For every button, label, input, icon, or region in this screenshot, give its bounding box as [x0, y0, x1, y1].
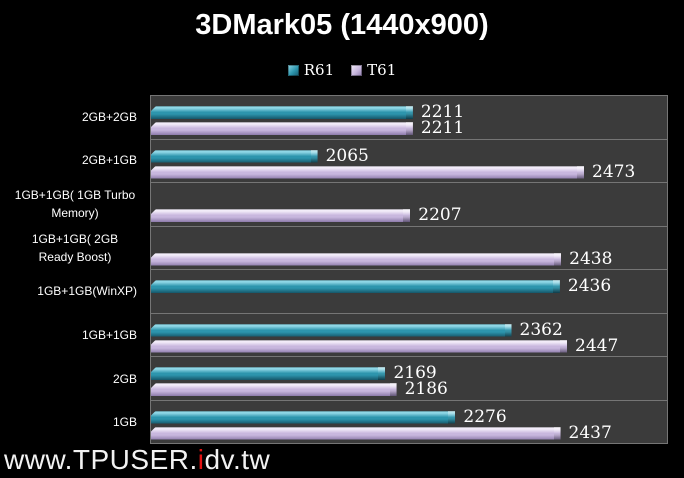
bar-r61	[151, 106, 413, 119]
category-label: 1GB+1GB( 2GB Ready Boost)	[0, 226, 150, 270]
value-label-t61: 2447	[575, 335, 619, 356]
category-label: 1GB+1GB( 1GB Turbo Memory)	[0, 182, 150, 226]
value-label-t61: 2207	[418, 205, 462, 225]
category-label: 2GB	[0, 357, 150, 401]
category-label: 2GB+1GB	[0, 139, 150, 183]
bar-r61	[151, 410, 456, 424]
value-label-r61: 2211	[420, 102, 465, 122]
bar-slot-t61: 2473	[151, 161, 667, 182]
plot-area: 2211 2211 2065 2473 2207 2438 2436 2362 2447 2169…	[150, 95, 668, 444]
bar-t61	[151, 209, 411, 222]
category-label-text: 2GB	[112, 371, 137, 386]
value-label-t61: 2438	[569, 248, 613, 269]
category-band: 2169 2186	[151, 357, 667, 401]
value-label-t61: 2211	[420, 118, 465, 138]
chart-body: 2GB+2GB 2GB+1GB 1GB+1GB( 1GB Turbo Memory)…	[0, 95, 668, 444]
category-band: 2362 2447	[151, 314, 667, 357]
legend-label-r61: R61	[303, 61, 335, 79]
watermark-suffix: dv.tw	[204, 444, 271, 475]
category-label-text: 2GB+2GB	[81, 109, 137, 124]
category-label-text: 1GB+1GB(WinXP)	[37, 284, 137, 299]
value-label-t61: 2186	[404, 379, 448, 399]
bar-slot-t61: 2438	[151, 248, 667, 269]
value-label-t61: 2437	[568, 422, 612, 443]
bar-slot-r61: 2065	[151, 145, 667, 166]
bar-slot-t61: 2437	[151, 422, 667, 443]
bar-t61	[151, 165, 585, 179]
legend-label-t61: T61	[367, 61, 397, 79]
bar-slot-r61: 2169	[151, 363, 667, 383]
category-band: 2276 2437	[151, 401, 667, 444]
bar-slot-t61: 2447	[151, 335, 667, 356]
category-labels: 2GB+2GB 2GB+1GB 1GB+1GB( 1GB Turbo Memory)…	[0, 95, 150, 444]
bar-slot-t61: 2186	[151, 379, 667, 399]
category-label-text: 1GB	[112, 415, 137, 430]
bar-t61	[151, 339, 568, 353]
bar-r61	[151, 280, 560, 293]
category-label: 2GB+2GB	[0, 95, 150, 139]
bar-slot-r61: 2276	[151, 406, 667, 427]
bar-slot-r61	[151, 237, 667, 250]
bar-r61	[151, 149, 318, 163]
category-band: 2436	[151, 270, 667, 314]
bar-slot-r61: 2436	[151, 276, 667, 296]
value-label-r61: 2169	[393, 363, 437, 383]
bar-slot-r61	[151, 193, 667, 206]
watermark-prefix: www.TPUSER.	[4, 444, 198, 475]
value-label-r61: 2436	[567, 276, 612, 296]
chart-title: 3DMark05 (1440x900)	[195, 9, 489, 41]
category-label: 1GB+1GB	[0, 313, 150, 357]
watermark: www.TPUSER.idv.tw	[4, 444, 270, 476]
bar-slot-t61	[151, 296, 667, 309]
bar-t61	[151, 252, 562, 266]
bar-slot-r61: 2211	[151, 102, 667, 122]
category-band: 2207	[151, 183, 667, 227]
bar-t61	[151, 122, 413, 135]
bar-slot-r61: 2362	[151, 319, 667, 340]
value-label-r61: 2065	[325, 145, 369, 166]
legend-swatch-r61-icon	[287, 64, 299, 76]
category-band: 2211 2211	[151, 96, 667, 140]
legend: R61 T61	[0, 60, 684, 80]
value-label-r61: 2362	[519, 319, 563, 340]
category-band: 2438	[151, 227, 667, 270]
category-label-text: 2GB+1GB	[81, 153, 137, 168]
category-label: 1GB	[0, 400, 150, 444]
category-label-text: 1GB+1GB( 2GB Ready Boost)	[31, 231, 119, 264]
watermark-highlight: i	[197, 444, 205, 475]
bar-t61	[151, 383, 397, 396]
value-label-r61: 2276	[463, 406, 507, 427]
bar-r61	[151, 323, 512, 337]
category-label-text: 1GB+1GB	[81, 327, 137, 342]
category-band: 2065 2473	[151, 140, 667, 183]
bar-r61	[151, 367, 386, 380]
legend-item-t61: T61	[351, 61, 396, 79]
category-label-text: 1GB+1GB( 1GB Turbo Memory)	[14, 188, 136, 221]
bar-t61	[151, 426, 561, 440]
bar-slot-t61: 2211	[151, 118, 667, 138]
bar-slot-t61: 2207	[151, 205, 667, 225]
category-label: 1GB+1GB(WinXP)	[0, 270, 150, 314]
legend-swatch-t61-icon	[351, 64, 363, 76]
value-label-t61: 2473	[592, 161, 636, 182]
legend-item-r61: R61	[287, 61, 335, 79]
